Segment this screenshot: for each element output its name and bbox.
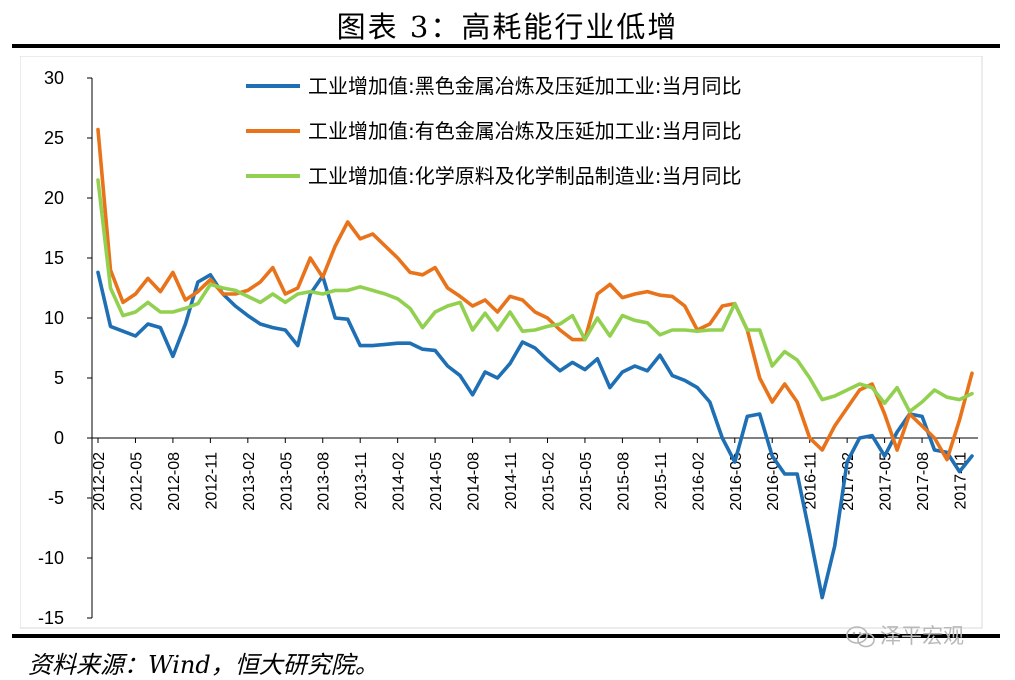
- x-tick-label: 2016-11: [803, 452, 820, 510]
- axes: -15 -10 -5 0 5 10 15 20 25 30 2012-02 2012-05 2012-0…: [38, 68, 978, 628]
- x-tick-label: 2015-11: [653, 452, 670, 510]
- legend-label-2: 工业增加值:有色金属冶炼及压延加工业:当月同比: [308, 119, 741, 143]
- plot-frame: [20, 56, 983, 629]
- y-tick-label: 15: [44, 248, 64, 268]
- legend-label-1: 工业增加值:黑色金属冶炼及压延加工业:当月同比: [308, 74, 741, 98]
- y-tick-label: 30: [44, 68, 64, 88]
- line-chart: -15 -10 -5 0 5 10 15 20 25 30 2012-02 2012-05 2012-0…: [20, 56, 983, 629]
- watermark-text: 泽平宏观: [880, 624, 964, 648]
- y-tick-label: -10: [38, 548, 64, 568]
- x-tick-label: 2015-02: [540, 452, 557, 511]
- y-tick-label: 25: [44, 128, 64, 148]
- watermark: 泽平宏观: [846, 620, 964, 650]
- x-tick-label: 2013-05: [278, 452, 295, 511]
- footer-rule: [12, 634, 1000, 638]
- series-lines: [96, 127, 974, 600]
- x-tick-label: 2012-02: [91, 452, 108, 511]
- title-rule: [12, 44, 1000, 48]
- x-tick-label: 2012-08: [166, 452, 183, 511]
- y-tick-label: 5: [54, 368, 64, 388]
- y-tick-label: -15: [38, 608, 64, 628]
- series-line-3: [96, 178, 974, 414]
- x-tick-label: 2014-08: [466, 452, 483, 511]
- x-tick-label: 2015-08: [615, 452, 632, 511]
- x-tick-label: 2012-11: [203, 452, 220, 510]
- x-tick-label: 2017-02: [840, 452, 857, 511]
- x-tick-label: 2013-02: [241, 452, 258, 511]
- x-tick-label: 2017-08: [915, 452, 932, 511]
- x-tick-label: 2012-05: [128, 452, 145, 511]
- x-tick-label: 2016-05: [728, 452, 745, 511]
- legend: 工业增加值:黑色金属冶炼及压延加工业:当月同比工业增加值:有色金属冶炼及压延加工…: [246, 74, 741, 188]
- series-line-2: [96, 127, 974, 462]
- y-tick-label: 10: [44, 308, 64, 328]
- x-tick-label: 2013-11: [353, 452, 370, 510]
- wechat-icon: [846, 626, 875, 648]
- x-tick-label: 2014-11: [503, 452, 520, 510]
- x-tick-label: 2017-05: [878, 452, 895, 511]
- x-tick-label: 2014-05: [428, 452, 445, 511]
- x-tick-label: 2015-05: [578, 452, 595, 511]
- x-tick-label: 2016-02: [690, 452, 707, 511]
- series-line-1: [96, 270, 974, 600]
- x-tick-label: 2013-08: [316, 452, 333, 511]
- y-tick-label: 20: [44, 188, 64, 208]
- x-tick-label: 2014-02: [391, 452, 408, 511]
- y-tick-label: 0: [54, 428, 64, 448]
- page-title: 图表 3：高耗能行业低增: [336, 10, 679, 44]
- legend-label-3: 工业增加值:化学原料及化学制品制造业:当月同比: [308, 164, 741, 188]
- source-note: 资料来源：Wind，恒大研究院。: [28, 651, 379, 679]
- y-tick-label: -5: [48, 488, 64, 508]
